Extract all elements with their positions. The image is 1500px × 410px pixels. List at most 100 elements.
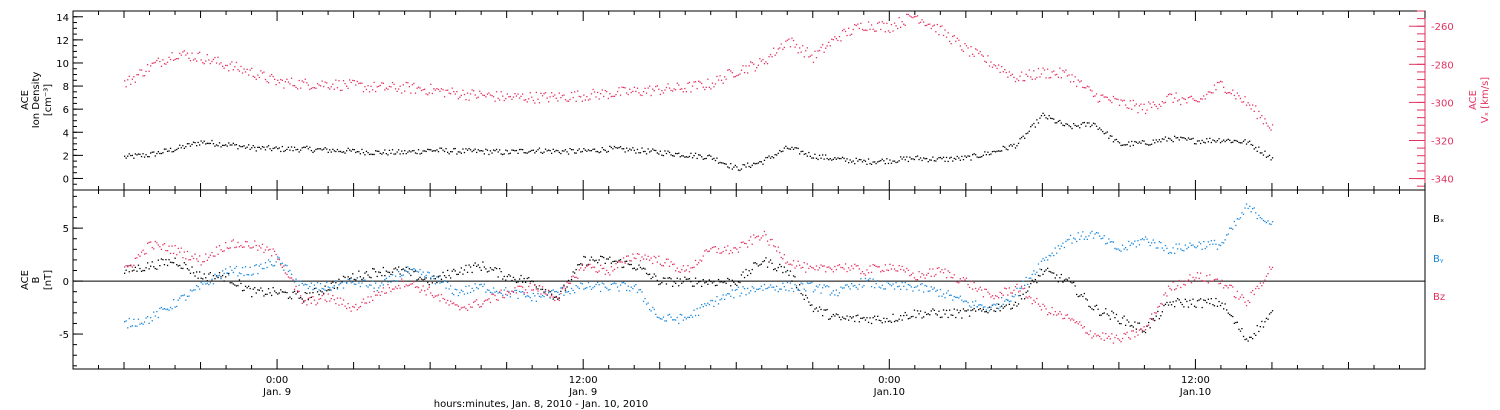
ion-density-series-point <box>468 147 470 150</box>
vx-series-point <box>688 81 691 84</box>
vx-series-point <box>567 100 570 102</box>
by-series-point <box>699 307 701 309</box>
vx-series-point <box>365 88 368 91</box>
bx-series-point <box>668 277 671 279</box>
bz-series-point <box>284 272 286 274</box>
bx-series-point <box>665 283 668 285</box>
vx-series-point <box>289 83 291 85</box>
vx-series-point <box>658 88 660 90</box>
bz-series-point <box>878 266 880 268</box>
vx-series-point <box>906 13 908 15</box>
bz-series-point <box>1007 294 1009 296</box>
ion-density-series-point <box>708 154 710 156</box>
ion-density-series-point <box>978 156 980 159</box>
bx-series-point <box>834 315 836 317</box>
by-series-point <box>996 303 998 305</box>
bz-series-point <box>289 277 291 279</box>
vx-series-point <box>673 88 675 90</box>
by-series-point <box>861 286 864 288</box>
bx-series-point <box>278 292 280 294</box>
by-series-point <box>185 299 187 301</box>
ion-density-series-point <box>177 147 179 149</box>
bx-series-point <box>924 311 926 313</box>
vx-series-point <box>604 89 606 92</box>
by-series-point <box>1001 297 1003 299</box>
by-series-point <box>788 290 790 292</box>
bx-series-point <box>514 278 516 281</box>
vx-series-point <box>990 61 992 63</box>
bz-series-point <box>390 290 392 293</box>
bx-series-point <box>1152 318 1154 320</box>
ion-density-series-point <box>878 160 880 162</box>
by-series-point <box>1190 244 1193 247</box>
bz-series-point <box>844 263 847 265</box>
by-series-point <box>857 288 859 290</box>
by-series-point <box>644 297 646 300</box>
ion-density-series-point <box>717 162 720 164</box>
bx-series-point <box>728 278 730 281</box>
ion-density-series-point <box>128 153 130 155</box>
bx-series-point <box>1151 318 1153 320</box>
bx-series-point <box>139 267 141 270</box>
by-series-point <box>416 270 418 273</box>
ion-density-series-point <box>488 153 490 156</box>
bx-series-point <box>757 265 759 267</box>
bz-series-point <box>1189 274 1191 276</box>
ion-density-series-point <box>385 153 387 155</box>
bx-series-point <box>1172 301 1174 303</box>
bz-series-point <box>1037 303 1040 305</box>
bx-series-point <box>125 269 127 271</box>
ion-density-series-point <box>811 157 813 159</box>
bz-series-point <box>942 272 945 274</box>
bz-series-point <box>998 297 1000 299</box>
bx-series-point <box>832 313 834 316</box>
bx-series-point <box>560 290 562 292</box>
bx-series-point <box>482 261 484 263</box>
vx-series-point <box>808 56 810 58</box>
ion-density-series-point <box>272 147 274 150</box>
bx-series-point <box>459 271 461 273</box>
bx-series-point <box>260 287 262 289</box>
ion-density-series-point <box>447 151 449 153</box>
bz-series-point <box>424 290 426 292</box>
by-series-point <box>884 288 886 290</box>
bx-series-point <box>447 269 449 272</box>
ion-density-series-point <box>884 163 886 165</box>
vx-series-point <box>229 63 231 65</box>
bz-series-point <box>935 273 937 276</box>
bx-series-point <box>630 263 632 266</box>
bx-series-point <box>1157 310 1159 313</box>
vx-series-point <box>717 79 720 81</box>
vx-series-point <box>877 22 879 24</box>
bz-series-point <box>1213 279 1216 281</box>
by-series-point <box>1144 236 1147 238</box>
by-series-point <box>572 289 574 291</box>
bz-series-point <box>811 266 813 269</box>
ion-density-series-point <box>417 149 420 151</box>
bz-series-point <box>1207 282 1209 284</box>
bx-series-point <box>881 322 883 324</box>
by-series-point <box>760 285 762 287</box>
bz-series-point <box>503 297 505 299</box>
ion-density-series-point <box>1164 136 1167 138</box>
vx-series-point <box>1126 107 1128 109</box>
by-series-point <box>990 306 992 308</box>
by-series-point <box>906 288 908 291</box>
bx-series-point <box>436 281 438 284</box>
bx-series-point <box>355 279 357 281</box>
ion-density-series-point <box>590 150 593 152</box>
bx-series-point <box>1143 330 1145 332</box>
by-series-point <box>897 286 899 288</box>
bz-series-point <box>760 237 762 239</box>
bx-series-point <box>618 259 620 261</box>
by-series-point <box>687 316 689 318</box>
bz-series-point <box>394 286 397 288</box>
bx-series-point <box>713 281 715 283</box>
vx-series-point <box>1128 107 1130 109</box>
by-series-point <box>1091 230 1093 233</box>
ion-density-series-point <box>789 148 792 150</box>
by-series-point <box>929 290 931 292</box>
ion-density-series-point <box>1115 138 1118 141</box>
bx-series-point <box>662 277 665 279</box>
ion-density-series-point <box>1151 143 1153 145</box>
